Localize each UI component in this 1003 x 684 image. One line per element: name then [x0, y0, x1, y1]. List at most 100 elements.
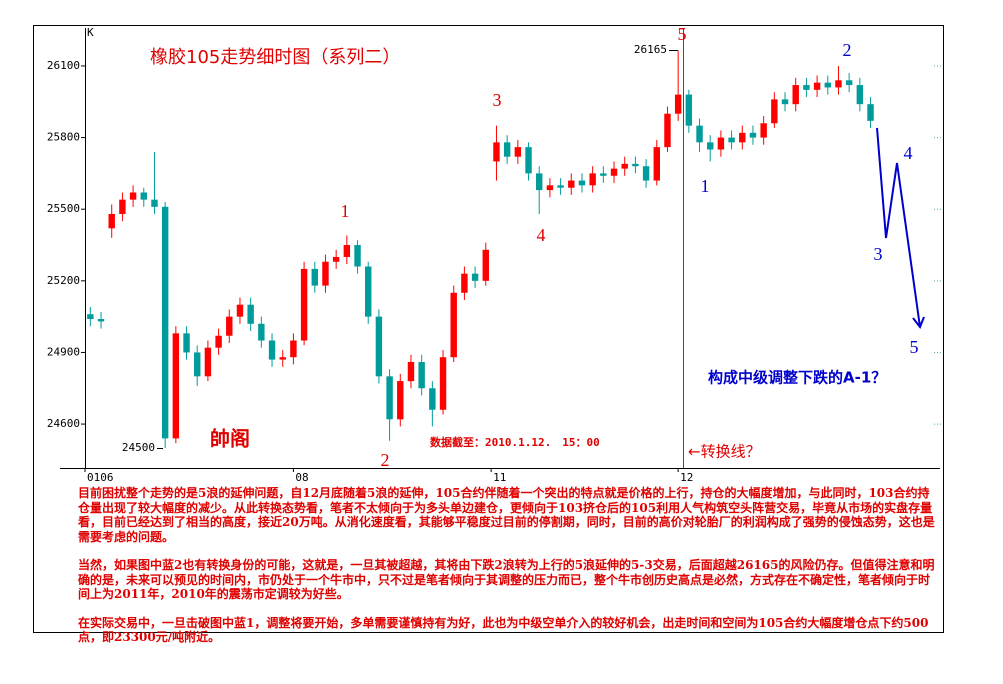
- candle-body: [471, 273, 479, 281]
- data-date: 数据截至：2010.1.12. 15：00: [430, 435, 600, 449]
- wave-label: 1: [701, 176, 710, 196]
- candle-body: [707, 142, 714, 150]
- candle-body: [236, 304, 244, 317]
- high-label: 26165: [634, 43, 667, 56]
- candle-body: [749, 132, 757, 138]
- candle-body: [215, 335, 222, 348]
- candle-body: [696, 125, 703, 143]
- candle-body: [653, 147, 660, 181]
- wave-label: 5: [910, 337, 919, 357]
- candle-body: [546, 185, 554, 191]
- candle-body: [97, 319, 105, 322]
- projection-note: 构成中级调整下跌的A-1？: [708, 369, 886, 387]
- candle-body: [664, 113, 671, 148]
- candle-body: [129, 192, 137, 200]
- candle-body: [610, 168, 618, 176]
- chart-title: 橡胶105走势细时图（系列二）: [150, 47, 400, 68]
- projection-arrow: [912, 316, 925, 329]
- candle-body: [450, 292, 457, 358]
- candle-body: [792, 85, 799, 105]
- low-label: 24500: [122, 441, 155, 454]
- candle-body: [514, 147, 522, 157]
- y-tick-label: 25200: [47, 274, 80, 287]
- candle-body: [429, 388, 436, 410]
- x-tick-label: 12: [680, 471, 693, 484]
- candle-body: [503, 142, 511, 157]
- y-tick-label: 26100: [47, 59, 80, 72]
- candle-body: [119, 199, 126, 214]
- y-tick-label: 24900: [47, 345, 80, 358]
- candle-body: [87, 314, 94, 320]
- candle-body: [856, 85, 864, 105]
- candle-body: [397, 381, 404, 420]
- frame: [33, 25, 944, 633]
- candle-body: [728, 137, 735, 143]
- candle-body: [536, 173, 543, 191]
- candle-body: [151, 199, 158, 207]
- axis-letter: K: [87, 26, 94, 39]
- candle-body: [343, 245, 351, 257]
- candle-body: [332, 256, 340, 262]
- candle-body: [161, 206, 169, 439]
- x-tick-label: 0106: [87, 471, 114, 484]
- candle-body: [375, 316, 383, 377]
- candle-body: [226, 316, 233, 336]
- candle-body: [771, 99, 778, 124]
- candle-body: [525, 147, 532, 174]
- note-paragraph: 在实际交易中，一旦击破图中蓝1，调整将要开始，多单需要谨慎持有为好，此也为中级空…: [78, 615, 929, 645]
- candle-body: [717, 137, 725, 150]
- candle-body: [557, 185, 564, 188]
- candle-body: [172, 333, 180, 439]
- candle-body: [461, 273, 468, 293]
- candle-body: [813, 82, 821, 90]
- candle-body: [600, 173, 607, 176]
- candle-body: [589, 173, 596, 186]
- y-tick-label: 24600: [47, 417, 80, 430]
- candle-body: [418, 361, 425, 389]
- candle-body: [482, 249, 489, 281]
- candle-body: [140, 192, 147, 200]
- candle-body: [493, 142, 500, 162]
- candle-body: [386, 376, 393, 420]
- candle-body: [407, 361, 415, 382]
- x-tick-label: 08: [295, 471, 308, 484]
- candle-body: [322, 261, 329, 286]
- wave-label: 5: [678, 24, 687, 44]
- candle-body: [803, 85, 810, 90]
- candle-body: [268, 340, 276, 360]
- candle-body: [247, 304, 254, 324]
- notes: 目前困扰整个走势的是5浪的延伸问题，自12月底随着5浪的延伸，105合约伴随着一…: [78, 486, 938, 659]
- candle-body: [685, 94, 693, 126]
- candle-body: [621, 163, 628, 169]
- signature: 帥阁: [210, 427, 250, 451]
- candle-body: [354, 245, 361, 267]
- candle-body: [674, 94, 682, 114]
- candle-body: [290, 340, 297, 358]
- candle-body: [194, 352, 201, 377]
- candle-body: [578, 180, 586, 186]
- candle-body: [258, 323, 265, 341]
- x-tick-label: 11: [493, 471, 506, 484]
- candle-body: [835, 80, 842, 88]
- y-tick-label: 25500: [47, 202, 80, 215]
- candle-body: [365, 266, 372, 317]
- switch-line-label: ←转换线？: [688, 443, 761, 461]
- candle-body: [867, 104, 874, 121]
- wave-label: 4: [537, 225, 546, 245]
- note-paragraph: 当然，如果图中蓝2也有转换身份的可能，这就是，一旦其被超越，其将由下跌2浪转为上…: [78, 558, 935, 601]
- candle-body: [204, 347, 212, 377]
- candle-body: [300, 268, 308, 341]
- candle-body: [760, 123, 767, 138]
- wave-label: 1: [341, 201, 350, 221]
- projection-path: [876, 127, 921, 328]
- wave-label: 4: [904, 143, 913, 163]
- y-tick-label: 25800: [47, 131, 80, 144]
- candle-body: [642, 166, 650, 181]
- candle-body: [824, 82, 831, 88]
- candle-body: [781, 99, 789, 105]
- candle-body: [845, 80, 853, 86]
- wave-label: 3: [493, 90, 502, 110]
- wave-label: 2: [843, 40, 852, 60]
